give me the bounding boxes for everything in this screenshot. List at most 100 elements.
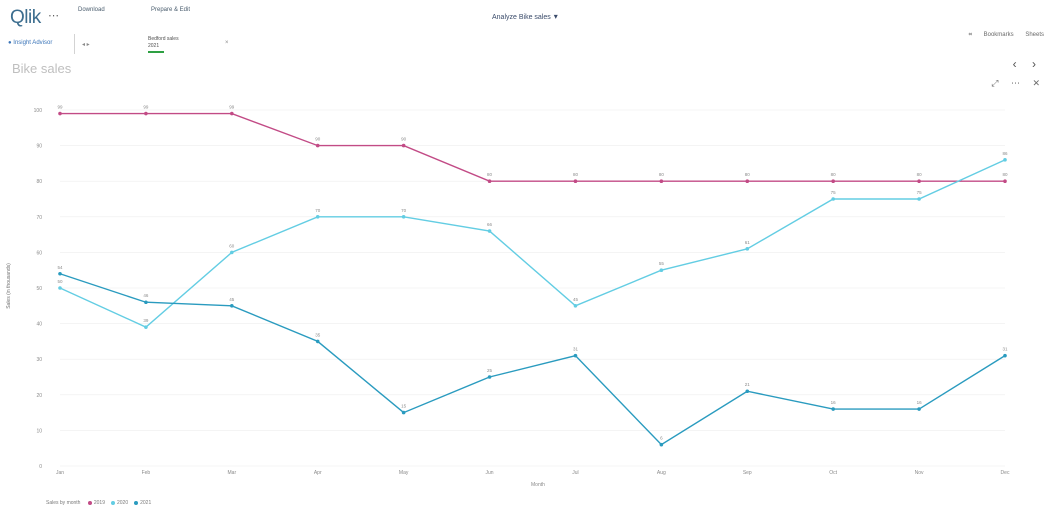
data-label-2021: 21 xyxy=(745,382,751,387)
legend-label: 2021 xyxy=(140,500,152,506)
x-tick-label: May xyxy=(399,470,409,476)
data-label-2020: 75 xyxy=(917,190,923,195)
data-label-2021: 16 xyxy=(917,400,923,405)
data-point-2021 xyxy=(58,271,62,276)
insight-advisor-button[interactable]: ● Insight Advisor xyxy=(8,40,52,46)
data-point-2020 xyxy=(230,250,234,255)
legend-label: 2019 xyxy=(93,500,105,506)
expand-icon[interactable]: ⤢ xyxy=(991,78,999,88)
x-tick-label: Oct xyxy=(829,470,837,476)
clear-selection-icon[interactable]: × xyxy=(225,40,229,46)
data-point-2021 xyxy=(315,339,320,344)
selection-bar: ● Insight Advisor xyxy=(0,34,1052,56)
data-label-2020: 45 xyxy=(573,297,579,302)
y-tick-label: 20 xyxy=(36,393,42,399)
x-tick-label: Dec xyxy=(1001,470,1010,476)
data-label-2020: 86 xyxy=(1002,151,1008,156)
data-point-2021 xyxy=(831,407,835,411)
data-label-2020: 50 xyxy=(57,279,63,284)
sheet-title: Bike sales xyxy=(12,61,72,76)
x-tick-label: Aug xyxy=(657,470,666,476)
y-tick-label: 50 xyxy=(36,286,42,292)
data-label-2021: 45 xyxy=(229,297,235,302)
selection-divider xyxy=(74,34,75,54)
bookmarks-button[interactable]: Bookmarks xyxy=(983,32,1014,38)
previous-sheet-button[interactable]: ‹ xyxy=(1012,57,1017,71)
x-tick-label: Jul xyxy=(572,470,578,476)
selection-step-buttons[interactable]: ◂ ▸ xyxy=(82,42,90,48)
data-label-2020: 70 xyxy=(401,208,407,213)
right-tools: ⌗ Bookmarks Sheets xyxy=(959,32,1044,39)
x-tick-label: Mar xyxy=(228,470,237,476)
series-line-2019 xyxy=(60,112,1005,182)
top-bar: Qlik ⋯ Download Prepare & Edit Analyze B… xyxy=(0,0,1052,34)
filter-value: 2021 xyxy=(148,43,160,49)
filter-title: Bedford sales xyxy=(148,36,179,42)
filter-indicator xyxy=(148,51,164,53)
data-point-2020 xyxy=(659,268,664,273)
data-label-2019: 80 xyxy=(831,172,837,177)
data-label-2020: 75 xyxy=(831,190,837,195)
legend-item-2020[interactable]: 2020 xyxy=(110,500,129,506)
data-point-2021 xyxy=(487,375,492,379)
data-point-2019 xyxy=(487,179,492,183)
data-point-2020 xyxy=(487,229,492,233)
y-tick-label: 60 xyxy=(36,250,42,256)
chart-legend: Sales by month 2019 2020 2021 xyxy=(46,500,151,506)
chevron-down-icon: ▾ xyxy=(553,12,558,21)
insights-icon[interactable]: ⌗ xyxy=(968,32,972,38)
sheet-selector[interactable]: Analyze Bike sales ▾ xyxy=(492,12,558,21)
data-point-2019 xyxy=(58,111,62,116)
next-sheet-button[interactable]: › xyxy=(1032,57,1036,71)
data-point-2019 xyxy=(401,143,406,148)
data-point-2019 xyxy=(144,111,148,116)
y-tick-label: 80 xyxy=(36,179,42,185)
legend-item-2021[interactable]: 2021 xyxy=(134,500,151,506)
y-tick-label: 70 xyxy=(36,215,42,221)
legend-label: 2020 xyxy=(116,500,129,506)
insight-advisor-label: Insight Advisor xyxy=(13,40,53,46)
nav-prepare[interactable]: Prepare & Edit xyxy=(151,6,190,14)
more-icon[interactable]: ⋯ xyxy=(1010,78,1020,88)
data-label-2019: 80 xyxy=(659,172,665,177)
data-label-2019: 90 xyxy=(401,137,407,142)
y-tick-label: 90 xyxy=(36,144,42,150)
x-tick-label: Jun xyxy=(486,470,494,476)
data-point-2021 xyxy=(659,442,664,447)
data-point-2021 xyxy=(1003,353,1007,358)
object-tools: ⤢ ⋯ ✕ xyxy=(981,78,1040,89)
qlik-logo[interactable]: Qlik xyxy=(10,7,41,28)
data-point-2021 xyxy=(917,407,921,411)
data-label-2020: 70 xyxy=(315,208,321,213)
y-tick-label: 40 xyxy=(36,322,42,328)
sheet-nav: ‹ › xyxy=(1001,57,1036,71)
x-tick-label: Apr xyxy=(314,470,322,476)
data-point-2019 xyxy=(230,111,234,116)
data-label-2019: 99 xyxy=(229,105,235,110)
menu-icon[interactable]: ⋯ xyxy=(48,10,59,22)
data-point-2020 xyxy=(315,215,320,219)
legend-item-2019[interactable]: 2019 xyxy=(87,500,105,506)
nav-download[interactable]: Download xyxy=(78,6,105,14)
x-tick-label: Jan xyxy=(56,470,64,476)
data-point-2020 xyxy=(917,197,921,201)
data-label-2021: 46 xyxy=(143,293,149,298)
close-icon[interactable]: ✕ xyxy=(1032,78,1040,88)
legend-swatch xyxy=(110,500,115,505)
x-tick-label: Feb xyxy=(142,470,151,476)
data-label-2019: 99 xyxy=(143,105,149,110)
sheets-button[interactable]: Sheets xyxy=(1025,32,1044,38)
data-label-2019: 80 xyxy=(1002,172,1008,177)
y-tick-label: 0 xyxy=(39,464,42,470)
data-label-2020: 66 xyxy=(487,222,493,227)
data-label-2021: 35 xyxy=(315,332,321,337)
data-label-2021: 15 xyxy=(401,404,407,409)
data-label-2020: 55 xyxy=(659,261,665,266)
data-label-2021: 31 xyxy=(1002,347,1008,352)
data-point-2021 xyxy=(144,300,148,305)
data-point-2021 xyxy=(230,304,234,308)
selection-filter-chip[interactable]: Bedford sales 2021 xyxy=(148,36,179,53)
data-point-2019 xyxy=(745,179,750,183)
sheet-selector-title: Analyze Bike sales xyxy=(492,14,551,21)
